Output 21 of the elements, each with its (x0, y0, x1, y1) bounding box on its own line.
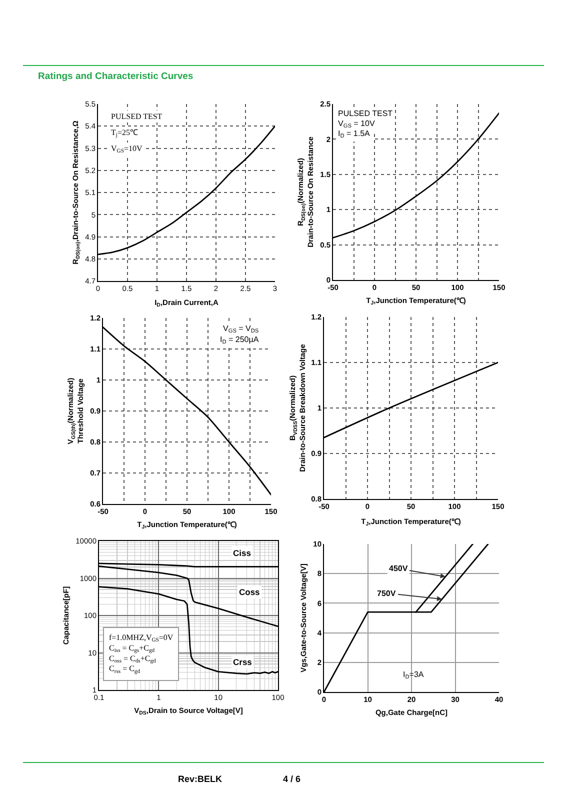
annotation: PULSED TEST (111, 112, 162, 121)
annotation: f=1.0MHZ,V$_{GS}$=0V (109, 633, 174, 644)
series-label: Ciss (233, 548, 252, 558)
annotation: V$_{GS}$=10V (111, 144, 142, 155)
text: 450V (389, 564, 408, 573)
series-label: Crss (233, 657, 252, 667)
annotation: PULSED TEST (338, 109, 393, 118)
annotation: C$_{oss}$ = C$_{ds}$+C$_{gd}$ (109, 654, 156, 664)
series-label: Coss (239, 587, 260, 597)
annotation: V$_{GS}$ = 10V (338, 119, 376, 130)
chart-title: Ratings and Characteristic Curves (38, 71, 194, 82)
annotation: C$_{rss}$ = C$_{gd}$ (109, 664, 140, 675)
annotation: I$_{D}$=3A (403, 670, 424, 681)
annotation: C$_{iss}$ = C$_{gs}$+C$_{gd}$ (109, 643, 155, 654)
series-label: 750V (377, 589, 396, 598)
annotation: I$_{D}$ = 1.5A (338, 129, 371, 140)
text: Rev:BELK (178, 774, 222, 785)
annotation: I$_{D}$ = 250µA (220, 335, 260, 346)
annotation: T$_{j}$=25℃ (111, 128, 138, 139)
text: 4 / 6 (283, 774, 301, 785)
annotation: V$_{GS}$ = V$_{DS}$ (223, 324, 259, 335)
